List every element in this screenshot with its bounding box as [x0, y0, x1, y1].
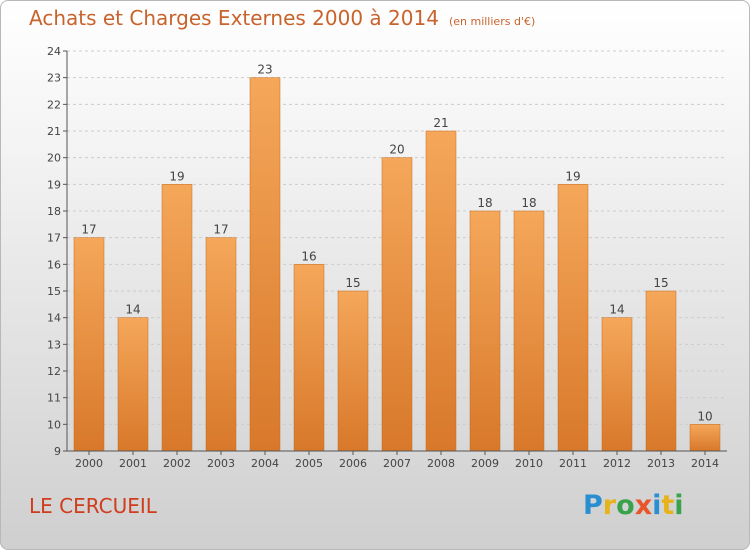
data-label: 17: [81, 223, 96, 237]
unit-label: (en milliers d'€): [448, 15, 536, 28]
data-label: 14: [125, 303, 140, 317]
x-tick-label: 2007: [383, 457, 411, 470]
y-tick-label: 15: [47, 285, 61, 298]
place-name: LE CERCUEIL: [29, 494, 157, 518]
y-tick-label: 18: [47, 205, 61, 218]
x-tick-label: 2002: [163, 457, 191, 470]
data-label: 23: [257, 63, 272, 77]
y-tick-label: 22: [47, 98, 61, 111]
data-label: 17: [213, 223, 228, 237]
data-label: 10: [697, 409, 712, 423]
bars: 17 14 19 17 23 16 15 20 21 18 18 19 14 15 10: [73, 63, 721, 452]
data-label: 15: [653, 276, 668, 290]
y-tick-label: 11: [47, 392, 61, 405]
x-tick-label: 2001: [119, 457, 147, 470]
x-tick-label: 2006: [339, 457, 367, 470]
y-tick-label: 12: [47, 365, 61, 378]
logo-letter: x: [634, 490, 653, 521]
y-tick-label: 16: [47, 258, 61, 271]
y-tick-label: 21: [47, 125, 61, 138]
x-tick-label: 2012: [603, 457, 631, 470]
bar: [205, 237, 237, 452]
data-label: 19: [565, 169, 580, 183]
proxiti-logo: Proxiti: [583, 490, 684, 521]
data-label: 20: [389, 143, 404, 157]
data-label: 18: [477, 196, 492, 210]
y-tick-label: 23: [47, 72, 61, 85]
x-tick-label: 2010: [515, 457, 543, 470]
y-tick-label: 19: [47, 178, 61, 191]
logo-letter: i: [652, 490, 662, 521]
axes: 9 10 11 12 13 14 15 16 17 18 19 20 21 22 23 24 2000 2001 2…: [47, 45, 727, 470]
x-tick-label: 2011: [559, 457, 587, 470]
data-label: 16: [301, 249, 316, 263]
x-tick-label: 2009: [471, 457, 499, 470]
y-tick-label: 14: [47, 312, 61, 325]
x-tick-label: 2013: [647, 457, 675, 470]
logo-letter: o: [616, 490, 635, 521]
title-text: Achats et Charges Externes 2000 à 2014: [29, 6, 439, 30]
logo-letter: t: [661, 490, 675, 521]
y-tick-label: 10: [47, 418, 61, 431]
y-tick-label: 20: [47, 152, 61, 165]
bar: [645, 290, 677, 452]
y-tick-label: 13: [47, 338, 61, 351]
bar: [469, 210, 501, 452]
data-label: 15: [345, 276, 360, 290]
bar: [425, 130, 457, 452]
bar: [557, 184, 589, 452]
bar: [161, 184, 193, 452]
bar: [117, 317, 149, 452]
logo-letter: P: [583, 490, 603, 521]
data-label: 14: [609, 303, 624, 317]
logo-letter: i: [674, 490, 684, 521]
bar: [293, 264, 325, 452]
x-tick-label: 2014: [691, 457, 719, 470]
y-tick-label: 24: [47, 45, 61, 58]
bar: [689, 424, 721, 452]
x-tick-label: 2004: [251, 457, 279, 470]
data-label: 19: [169, 169, 184, 183]
chart-title: Achats et Charges Externes 2000 à 2014 (e…: [29, 6, 535, 30]
bar: [601, 317, 633, 452]
bar: [381, 157, 413, 452]
x-tick-label: 2000: [75, 457, 103, 470]
x-tick-label: 2003: [207, 457, 235, 470]
bar-chart: 17 14 19 17 23 16 15 20 21 18 18 19 14 15 10 9 10 11 12 13…: [47, 45, 727, 470]
data-label: 21: [433, 116, 448, 130]
bar: [73, 237, 105, 452]
bar: [249, 77, 281, 452]
x-tick-label: 2008: [427, 457, 455, 470]
y-tick-label: 17: [47, 232, 61, 245]
y-tick-label: 9: [54, 445, 61, 458]
logo-letter: r: [602, 490, 617, 521]
bar: [513, 210, 545, 452]
bar: [337, 290, 369, 452]
x-tick-label: 2005: [295, 457, 323, 470]
data-label: 18: [521, 196, 536, 210]
